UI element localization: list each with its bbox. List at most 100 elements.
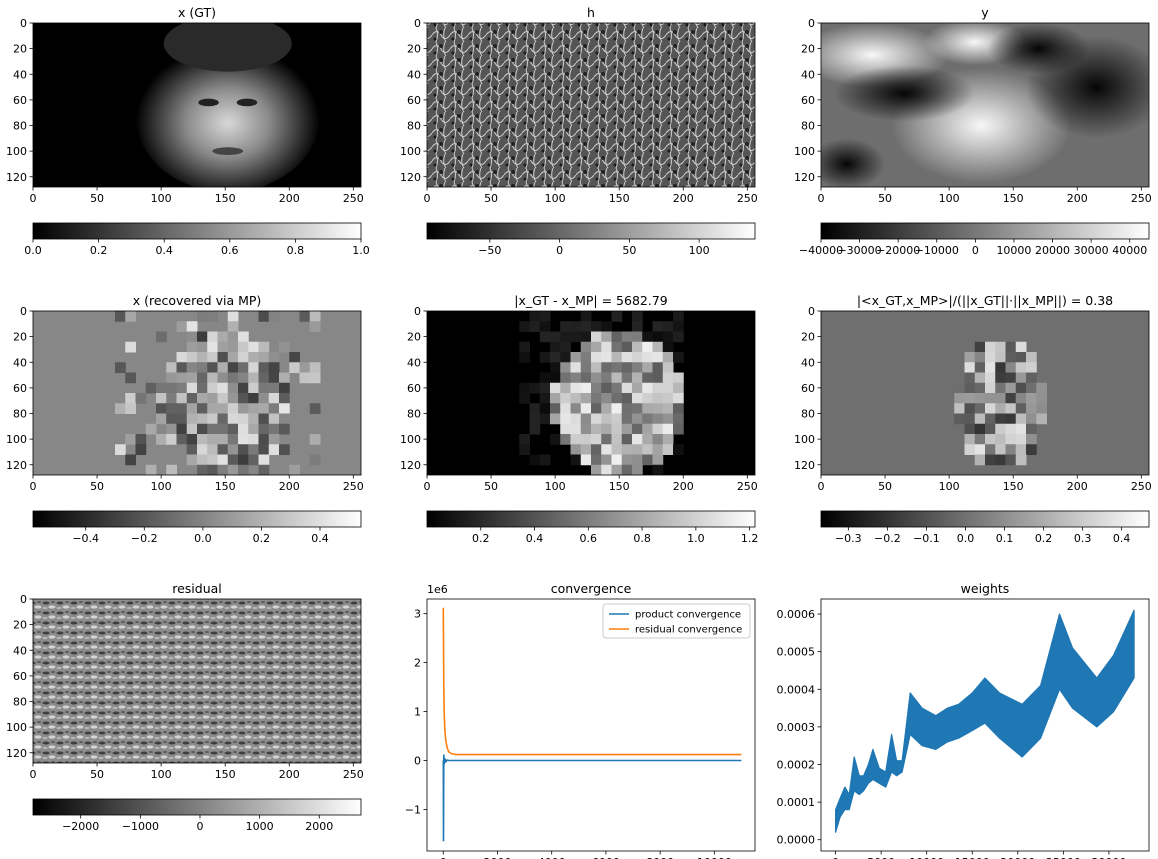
block [642, 403, 653, 414]
block [601, 413, 612, 425]
block [580, 372, 592, 384]
x-tick-label: 6000 [592, 856, 620, 859]
block [529, 321, 541, 332]
block [621, 393, 633, 404]
block [299, 362, 311, 373]
y-tick-label: 40 [407, 356, 421, 369]
block [591, 423, 602, 435]
block [662, 372, 674, 384]
panel-3: y 0 50 100 150 200 250 0 20 40 60 80 100 120 −40000−30… [794, 5, 1152, 257]
block [1036, 413, 1047, 425]
panel-title: y [981, 5, 989, 20]
block [197, 464, 208, 475]
block [570, 423, 582, 435]
block [248, 413, 259, 425]
block [238, 413, 249, 425]
x-tick-label: 150 [609, 480, 630, 493]
legend-label: product convergence [635, 610, 741, 621]
block [258, 341, 270, 353]
y-tick-label: 0.0003 [777, 721, 816, 734]
block [985, 454, 996, 466]
block [217, 413, 229, 425]
block [673, 444, 684, 455]
block [197, 403, 208, 414]
block [560, 413, 571, 425]
x-tick-label: 100 [151, 768, 172, 781]
block [1015, 423, 1027, 435]
block [550, 341, 561, 353]
block [601, 464, 612, 475]
y-tick-label: 0.0005 [777, 646, 816, 659]
axes-frame [32, 22, 362, 188]
panel-1: x (GT) 0 50 100 150 200 250 0 20 40 60 80 100 120 0.0 0… [6, 5, 370, 257]
block [560, 434, 571, 445]
colorbar-tick-label: 20000 [1035, 244, 1070, 257]
block [580, 413, 592, 425]
x-tick-label: 150 [215, 192, 236, 205]
block [591, 362, 602, 373]
block [258, 362, 270, 373]
block [591, 413, 602, 425]
block [539, 393, 551, 404]
block [156, 413, 167, 425]
weights-band [834, 609, 1135, 833]
block [227, 393, 239, 404]
block [125, 393, 136, 404]
block [642, 362, 653, 373]
block [1005, 403, 1017, 414]
block [611, 393, 623, 404]
block [217, 423, 229, 435]
block [289, 464, 300, 475]
y-tick-label: 0.0006 [777, 608, 816, 621]
block [539, 372, 551, 384]
colorbar-tick-label: −10000 [915, 244, 959, 257]
block [217, 362, 229, 373]
colorbar-tick-label: −0.2 [131, 532, 158, 545]
block [964, 413, 976, 425]
block [662, 321, 674, 332]
block [642, 454, 653, 466]
block [560, 382, 571, 394]
y-tick-label: 20 [13, 43, 27, 56]
block [1036, 403, 1047, 414]
block [125, 372, 136, 384]
block [662, 393, 674, 404]
block [519, 393, 530, 404]
block [995, 423, 1006, 435]
block [974, 413, 986, 425]
colorbar-tick-label: 1000 [246, 820, 274, 833]
block [1026, 423, 1037, 435]
block [995, 444, 1006, 455]
block [186, 454, 198, 466]
block [985, 434, 996, 445]
block [621, 403, 633, 414]
block [550, 434, 561, 445]
block [560, 321, 571, 332]
block [580, 454, 592, 466]
block [985, 444, 996, 455]
block [632, 362, 643, 373]
block [248, 434, 259, 445]
axes-frame [426, 310, 756, 476]
block [176, 444, 188, 455]
eye-right [236, 98, 258, 107]
block [238, 434, 249, 445]
block [632, 321, 643, 332]
block [1005, 444, 1017, 455]
colorbar-tick-label: 1.0 [687, 532, 705, 545]
block [197, 362, 208, 373]
block [964, 352, 976, 363]
block [1026, 413, 1037, 425]
block [601, 352, 612, 363]
x-tick-label: 15000 [955, 856, 990, 859]
block [1005, 382, 1017, 394]
axes-frame [426, 598, 756, 852]
block [268, 311, 280, 322]
block [279, 423, 290, 435]
y-tick-label: 0 [20, 305, 27, 318]
block [652, 341, 664, 353]
block [591, 321, 602, 332]
texture [427, 23, 755, 187]
block [166, 362, 177, 373]
y-tick-label: 120 [794, 171, 815, 184]
